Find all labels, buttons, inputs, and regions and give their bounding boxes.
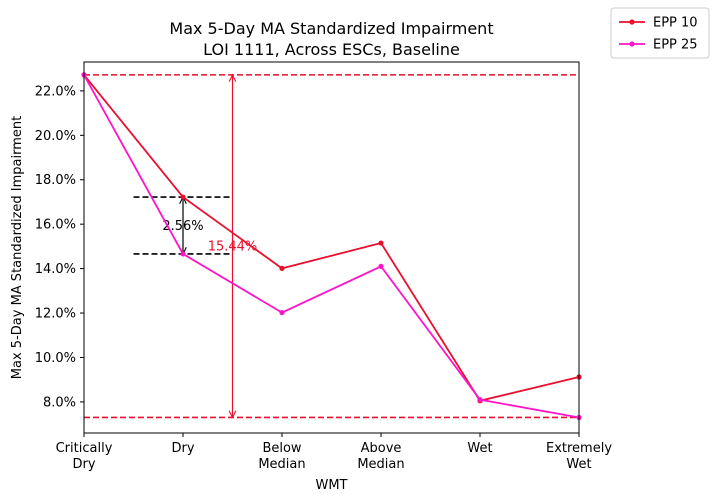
reference-lines	[84, 74, 579, 419]
annotations: 2.56% 15.44%	[133, 75, 258, 418]
series-line	[83, 74, 580, 419]
annotation-label: 15.44%	[208, 240, 258, 255]
legend-marker	[629, 41, 635, 47]
data-point	[378, 240, 384, 246]
y-tick-label: 14.0%	[35, 262, 76, 277]
data-point	[279, 309, 285, 316]
x-tick-label: Below Median	[258, 441, 305, 472]
x-axis-label: WMT	[315, 478, 347, 493]
legend-label: EPP 25	[653, 38, 698, 53]
data-point	[180, 194, 186, 200]
annotation-label: 2.56%	[162, 219, 203, 234]
legend-marker	[629, 19, 635, 25]
y-axis: 8.0% 10.0% 12.0% 14.0% 16.0% 18.0% 20.0% 22.0%	[35, 84, 84, 410]
legend: EPP 10 EPP 25	[610, 7, 710, 59]
x-tick-label: Dry	[171, 441, 194, 456]
x-tick-label: Wet	[467, 441, 492, 456]
chart-title: Max 5-Day MA Standardized Impairment LOI …	[169, 19, 493, 59]
chart-title-line-1: Max 5-Day MA Standardized Impairment	[169, 19, 493, 38]
series-epp-10	[81, 72, 582, 404]
data-point	[279, 265, 285, 271]
x-tick-label: Above Median	[357, 441, 404, 472]
x-tick-label: Extremely Wet	[546, 441, 612, 472]
series-lines	[81, 72, 582, 421]
y-tick-label: 12.0%	[35, 307, 76, 322]
plot-frame	[83, 61, 580, 434]
legend-label: EPP 10	[653, 16, 698, 31]
series-line	[83, 74, 580, 402]
data-point	[378, 263, 384, 269]
chart-title-line-2: LOI 1111, Across ESCs, Baseline	[203, 40, 460, 59]
y-tick-label: 18.0%	[35, 173, 76, 188]
data-point	[477, 397, 483, 403]
y-tick-label: 8.0%	[43, 395, 76, 410]
y-tick-label: 20.0%	[35, 129, 76, 144]
legend-box	[610, 7, 710, 59]
y-tick-label: 16.0%	[35, 218, 76, 233]
legend-item: EPP 25	[619, 38, 698, 53]
x-tick-label: Critically Dry	[56, 441, 113, 472]
series-epp-25	[81, 72, 582, 421]
data-point	[180, 251, 186, 257]
y-axis-label: Max 5-Day MA Standardized Impairment	[10, 116, 25, 379]
y-tick-label: 22.0%	[35, 84, 76, 99]
x-axis: Critically Dry Dry Below Median Above Median We…	[56, 433, 612, 472]
y-tick-label: 10.0%	[35, 351, 76, 366]
legend-item: EPP 10	[619, 16, 698, 31]
